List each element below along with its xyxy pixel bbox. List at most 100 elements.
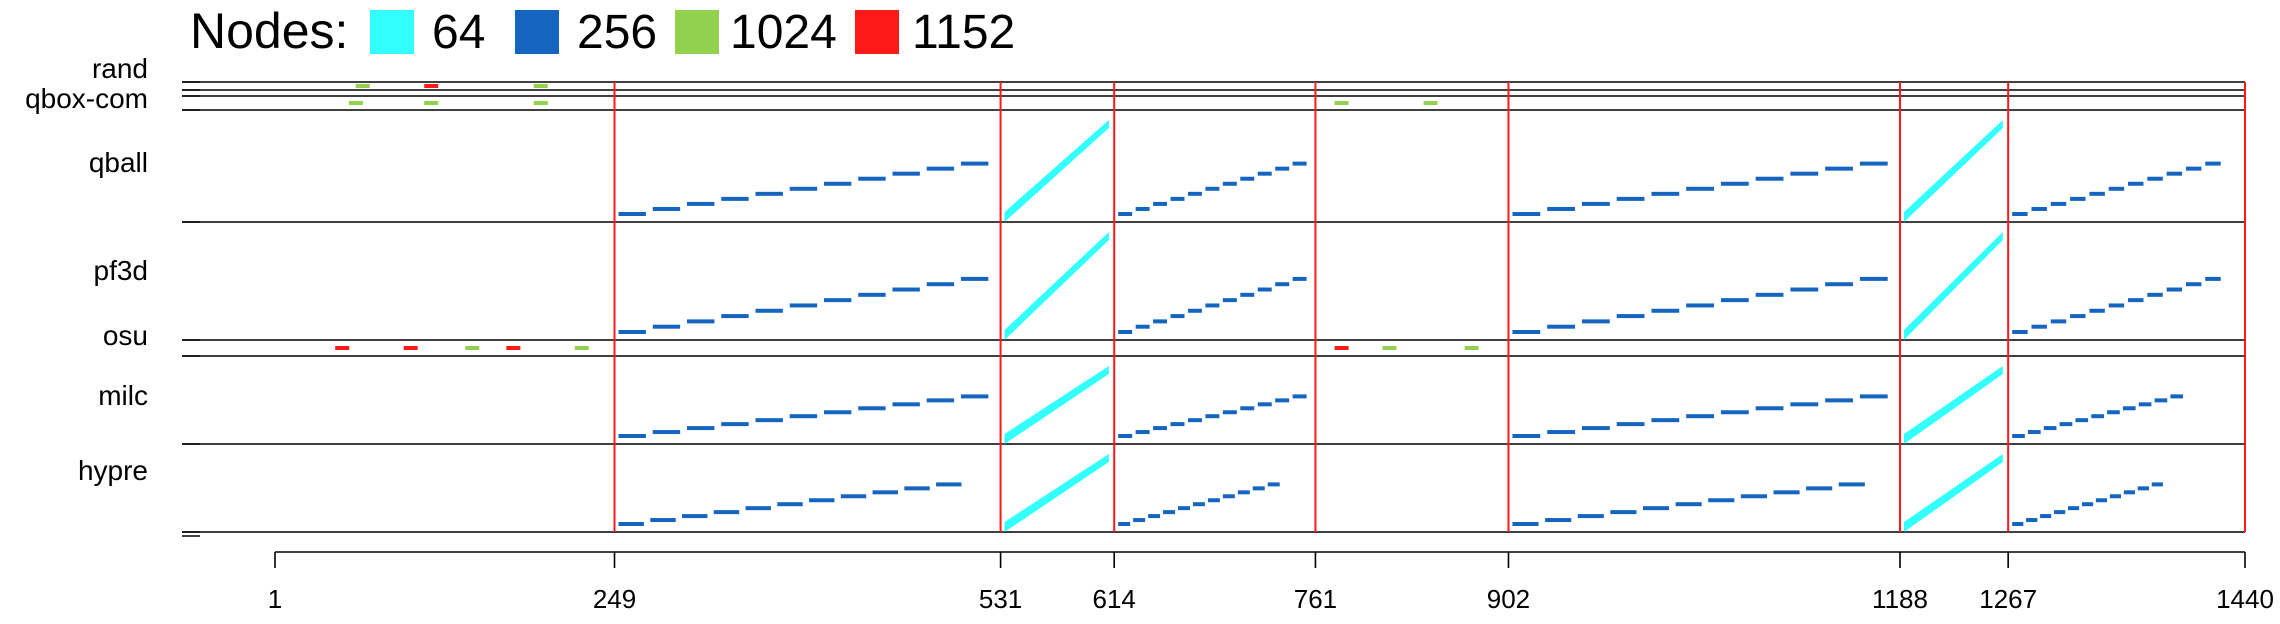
- mark-qball-5-9: [2185, 166, 2202, 171]
- mark-hypre-18-3: [713, 510, 740, 515]
- scatter-mark-4: [424, 101, 439, 105]
- mark-hypre-21-4: [1642, 506, 1670, 511]
- mark-qball-5-2: [2050, 201, 2067, 206]
- mark-hypre-20-2: [1148, 514, 1161, 519]
- mark-qball-0-4: [755, 191, 783, 196]
- mark-hypre-20-1: [1133, 518, 1146, 523]
- mark-milc-15-1: [1547, 430, 1576, 435]
- mark-hypre-18-8: [872, 490, 898, 495]
- mark-milc-12-6: [823, 410, 852, 415]
- x-tick-label-1440: 1440: [2216, 584, 2274, 614]
- mark-pf3d-11-9: [2185, 282, 2202, 287]
- mark-qball-5-3: [2070, 196, 2086, 201]
- mark-milc-14-3: [1170, 422, 1185, 427]
- mark-pf3d-11-2: [2050, 319, 2067, 324]
- mark-pf3d-9-9: [1825, 282, 1853, 287]
- mark-milc-15-0: [1512, 434, 1541, 438]
- x-tick-label-249: 249: [593, 584, 636, 614]
- mark-qball-1: [1004, 120, 1109, 222]
- mark-milc-12-10: [960, 394, 989, 399]
- mark-milc-14-6: [1222, 410, 1237, 415]
- legend-swatch-1152: [855, 10, 899, 54]
- mark-qball-3-0: [1512, 212, 1541, 216]
- mark-pf3d-8-7: [1240, 292, 1255, 297]
- mark-qball-5-0: [2012, 212, 2028, 216]
- mark-qball-2-5: [1205, 186, 1220, 191]
- mark-qball-2-4: [1187, 191, 1202, 196]
- mark-qball-0-6: [823, 181, 852, 186]
- mark-hypre-21-3: [1610, 510, 1637, 515]
- mark-pf3d-11-6: [2128, 298, 2144, 303]
- mark-hypre-23-9: [2137, 486, 2149, 491]
- scatter-mark-3: [348, 101, 363, 105]
- mark-milc-15-9: [1825, 398, 1853, 403]
- x-tick-label-531: 531: [979, 584, 1022, 614]
- mark-pf3d-10: [1904, 232, 2003, 340]
- legend-label-64: 64: [432, 6, 485, 59]
- mark-qball-3-4: [1651, 191, 1680, 196]
- mark-hypre-21-7: [1740, 494, 1767, 499]
- mark-qball-5-8: [2166, 171, 2183, 176]
- mark-hypre-18-1: [650, 518, 676, 523]
- mark-qball-0-1: [652, 206, 681, 211]
- scatter-mark-11: [506, 346, 521, 350]
- mark-hypre-20-3: [1163, 510, 1176, 515]
- mark-hypre-20-4: [1178, 506, 1190, 511]
- mark-pf3d-11-5: [2108, 303, 2125, 308]
- data-marks: [335, 84, 2221, 532]
- mark-milc-17-7: [2122, 406, 2136, 411]
- x-tick-label-1188: 1188: [1872, 584, 1928, 614]
- row-separators: [182, 81, 2245, 537]
- mark-milc-17-5: [2091, 414, 2104, 419]
- mark-pf3d-11-8: [2166, 287, 2183, 292]
- mark-milc-12-4: [755, 418, 783, 423]
- mark-milc-14-7: [1240, 406, 1255, 411]
- mark-hypre-19: [1004, 454, 1109, 532]
- mark-milc-12-2: [687, 426, 715, 431]
- scatter-mark-6: [1334, 101, 1349, 105]
- mark-qball-2-0: [1118, 212, 1133, 216]
- legend-swatch-256: [515, 10, 559, 54]
- mark-hypre-21-2: [1577, 514, 1604, 519]
- mark-pf3d-6-8: [892, 287, 920, 292]
- mark-pf3d-9-6: [1720, 298, 1749, 303]
- scatter-mark-1: [424, 84, 439, 88]
- row-label-milc: milc: [98, 380, 148, 411]
- mark-milc-12-5: [789, 414, 818, 419]
- mark-qball-3-6: [1720, 181, 1749, 186]
- mark-pf3d-6-3: [721, 314, 749, 319]
- mark-milc-15-3: [1616, 422, 1645, 427]
- mark-hypre-18-5: [777, 502, 803, 507]
- mark-milc-17-2: [2043, 426, 2057, 431]
- mark-milc-17-4: [2075, 418, 2089, 423]
- mark-qball-0-7: [858, 176, 886, 181]
- mark-pf3d-6-1: [652, 324, 681, 329]
- mark-milc-12-0: [618, 434, 646, 438]
- mark-pf3d-9-2: [1581, 319, 1610, 324]
- mark-qball-2-1: [1135, 206, 1150, 211]
- mark-hypre-20-6: [1207, 498, 1220, 503]
- scatter-mark-7: [1423, 101, 1438, 105]
- mark-hypre-23-8: [2123, 490, 2135, 495]
- legend-label-1152: 1152: [912, 6, 1015, 59]
- mark-qball-3-7: [1755, 176, 1784, 181]
- mark-milc-15-10: [1859, 394, 1888, 399]
- mark-qball-3-1: [1547, 206, 1576, 211]
- mark-hypre-18-2: [682, 514, 708, 519]
- mark-milc-17-0: [2012, 434, 2025, 438]
- row-label-rand: rand: [92, 53, 148, 84]
- mark-qball-0-2: [687, 201, 715, 206]
- mark-qball-5-7: [2147, 176, 2163, 181]
- mark-pf3d-11-1: [2031, 324, 2047, 329]
- mark-hypre-21-8: [1773, 490, 1800, 495]
- mark-pf3d-6-9: [926, 282, 955, 287]
- legend-swatch-1024: [675, 10, 719, 54]
- mark-pf3d-8-1: [1135, 324, 1150, 329]
- legend-title: Nodes:: [190, 3, 348, 59]
- mark-hypre-23-3: [2054, 510, 2066, 515]
- mark-qball-5-5: [2108, 186, 2125, 191]
- mark-qball-5-6: [2128, 181, 2144, 186]
- legend-label-256: 256: [577, 6, 657, 59]
- mark-milc-17-8: [2138, 402, 2152, 407]
